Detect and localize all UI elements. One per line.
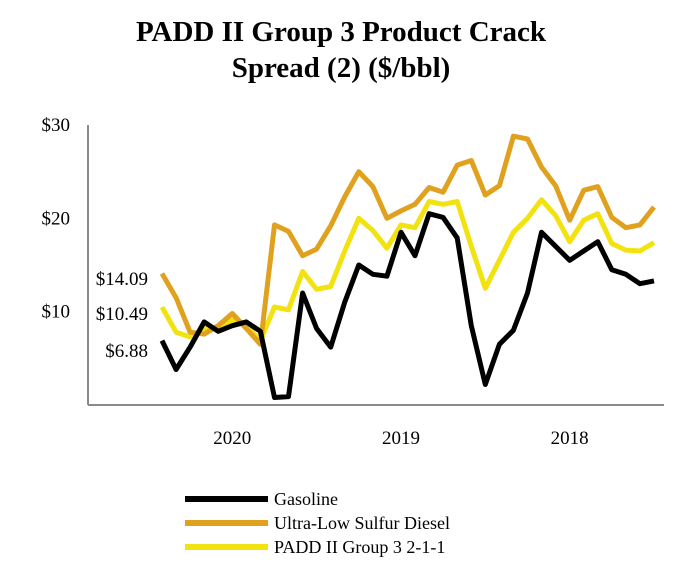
legend-label-211: PADD II Group 3 2-1-1 (274, 536, 446, 557)
chart-title-line-2: Spread (2) ($/bbl) (231, 52, 451, 84)
legend-item-gasoline: Gasoline (185, 487, 450, 511)
legend-swatch-gasoline (185, 496, 268, 502)
legend-label-ulsd: Ultra-Low Sulfur Diesel (274, 512, 450, 533)
legend-item-ulsd: Ultra-Low Sulfur Diesel (185, 511, 450, 535)
series-lines (159, 133, 656, 400)
start-value-annotation: $14.09 (96, 269, 148, 290)
x-tick-label: 2019 (382, 428, 420, 449)
start-value-annotation: $10.49 (96, 304, 148, 325)
legend-item-211: PADD II Group 3 2-1-1 (185, 535, 450, 559)
legend-swatch-ulsd (185, 520, 268, 526)
y-tick-label: $30 (42, 115, 71, 136)
y-tick-label: $10 (42, 302, 71, 323)
x-tick-labels: 2020 2019 2018 (213, 428, 588, 449)
chart-title: PADD II Group 3 Product Crack Spread (2)… (0, 14, 682, 86)
start-value-annotations: $14.09 $10.49 $6.88 (96, 269, 148, 362)
chart-axes (87, 125, 664, 406)
legend-label-gasoline: Gasoline (274, 488, 338, 509)
y-tick-labels: $10 $20 $30 (42, 115, 71, 323)
legend: Gasoline Ultra-Low Sulfur Diesel PADD II… (185, 487, 450, 559)
y-tick-label: $20 (42, 208, 71, 229)
x-tick-label: 2020 (213, 428, 251, 449)
series-line-1 (159, 133, 656, 347)
series-line-0 (159, 211, 655, 400)
x-tick-label: 2018 (551, 428, 589, 449)
legend-swatch-211 (185, 544, 268, 550)
chart-title-line-1: PADD II Group 3 Product Crack (135, 16, 547, 48)
start-value-annotation: $6.88 (105, 341, 148, 362)
